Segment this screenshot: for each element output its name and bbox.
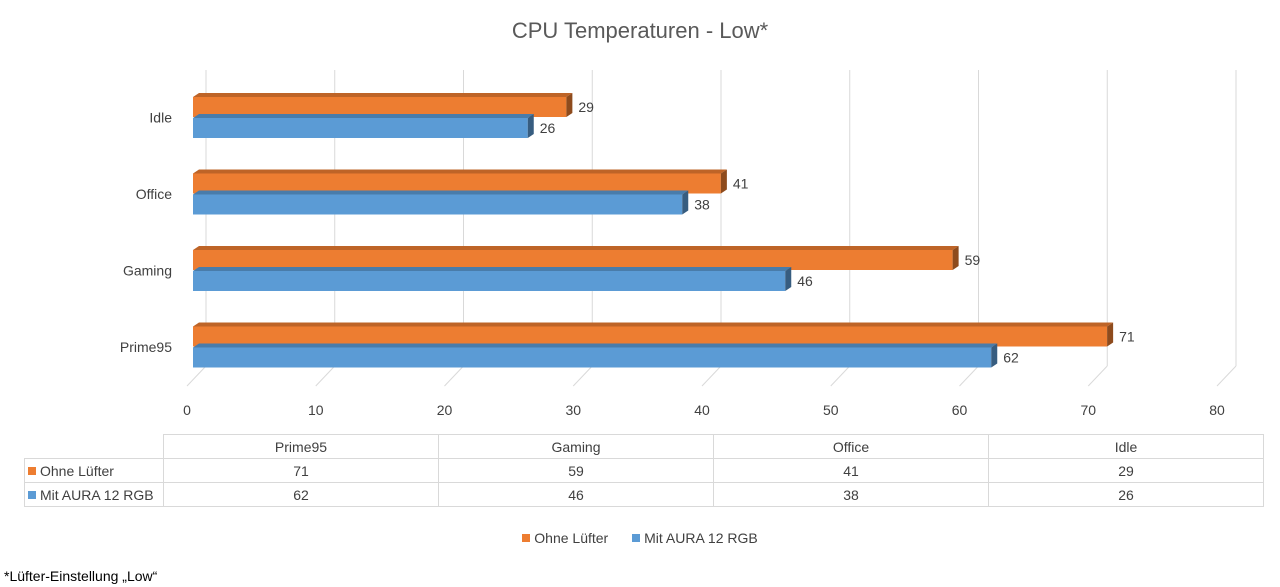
data-table-corner [24,434,164,459]
data-label: 62 [1003,350,1019,366]
data-label: 29 [578,99,594,115]
data-table-series-name: Ohne Lüfter [24,458,164,483]
bar-end-face [720,169,727,194]
legend-label: Ohne Lüfter [534,530,609,546]
bar-top-face [193,246,959,250]
floor-gridline [1087,365,1108,387]
x-tick-label: 0 [183,402,191,418]
data-table-cell: 41 [713,458,989,483]
x-tick-label: 50 [823,402,839,418]
blue-swatch-icon [28,490,36,499]
data-table-series-name: Mit AURA 12 RGB [24,482,164,507]
floor-gridline [315,365,336,387]
data-label: 71 [1119,329,1135,345]
bar [193,250,953,270]
bar-end-face [1107,322,1114,347]
bar-top-face [193,190,689,195]
data-table-cell: 26 [988,482,1264,507]
floor-gridline [1216,365,1237,387]
legend-item-series-2: Mit AURA 12 RGB [632,530,758,546]
floor-gridline [444,365,464,387]
data-table-cell: 29 [988,458,1264,483]
orange-swatch-icon [522,534,531,542]
floor-gridline [830,365,851,387]
x-tick-label: 60 [952,402,968,418]
bar-top-face [193,93,573,97]
floor-gridline [959,365,979,387]
category-label: Gaming [123,263,172,279]
data-label: 38 [694,197,710,213]
x-tick-label: 70 [1080,402,1096,418]
data-label: 41 [733,176,749,192]
data-table-cell: 59 [438,458,714,483]
x-tick-label: 20 [437,402,453,418]
floor-gridline [572,365,593,387]
series-2-label: Mit AURA 12 RGB [40,486,154,503]
bar-top-face [193,322,1114,327]
bar [193,118,528,138]
legend-item-series-1: Ohne Lüfter [522,530,608,546]
data-label: 59 [965,252,981,268]
bar-end-face [991,343,998,368]
bar [193,97,567,117]
bar-top-face [193,343,998,348]
data-table-category: Idle [988,434,1264,459]
data-table-cell: 62 [163,482,439,507]
floor-gridline [186,365,207,387]
legend: Ohne Lüfter Mit AURA 12 RGB [0,530,1280,546]
x-tick-label: 80 [1209,402,1225,418]
x-tick-label: 30 [565,402,581,418]
data-table-cell: 71 [163,458,439,483]
data-table-category: Gaming [438,434,714,459]
bar [193,194,683,215]
blue-swatch-icon [632,534,641,542]
data-table: Prime95 Gaming Office Idle Ohne Lüfter 7… [24,434,1264,507]
legend-label: Mit AURA 12 RGB [644,530,758,546]
data-table-row-series-2: Mit AURA 12 RGB 62 46 38 26 [24,482,1264,507]
bar-top-face [193,114,534,118]
bar-end-face [952,246,959,270]
data-table-header-row: Prime95 Gaming Office Idle [24,434,1264,459]
orange-swatch-icon [28,466,36,475]
plot-area: 0 10 20 30 40 50 60 70 80 Prime95 71 62 Gaming 59 46 Of… [120,70,1237,418]
data-label: 26 [540,120,556,136]
category-label: Idle [149,110,172,126]
bar [193,326,1108,347]
data-label: 46 [797,273,813,289]
data-table-category: Office [713,434,989,459]
bar [193,271,786,291]
bar-top-face [193,267,792,271]
category-label: Prime95 [120,339,172,355]
bar [193,173,721,194]
chart-title: CPU Temperaturen - Low* [511,18,769,43]
data-table-row-series-1: Ohne Lüfter 71 59 41 29 [24,458,1264,483]
bar-end-face [566,93,573,117]
bar-end-face [527,114,534,138]
bar-top-face [193,169,727,174]
bar [193,347,992,368]
data-table-cell: 38 [713,482,989,507]
x-tick-label: 40 [694,402,710,418]
data-table-category: Prime95 [163,434,439,459]
bar-end-face [682,190,689,215]
floor-gridline [701,365,722,387]
category-label: Office [136,186,173,202]
bar-end-face [785,267,792,291]
data-table-cell: 46 [438,482,714,507]
footnote: *Lüfter-Einstellung „Low“ [4,568,158,584]
x-tick-label: 10 [308,402,324,418]
series-1-label: Ohne Lüfter [40,462,114,479]
